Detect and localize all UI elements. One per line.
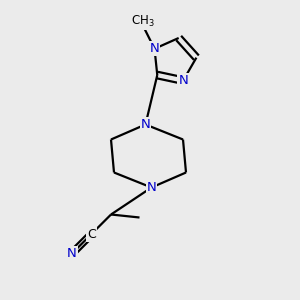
Text: N: N xyxy=(150,42,159,55)
Text: N: N xyxy=(178,74,188,87)
Text: C: C xyxy=(87,227,96,241)
Text: N: N xyxy=(147,181,156,194)
Text: N: N xyxy=(67,247,77,260)
Text: CH$_3$: CH$_3$ xyxy=(131,14,154,29)
Text: N: N xyxy=(141,118,150,131)
